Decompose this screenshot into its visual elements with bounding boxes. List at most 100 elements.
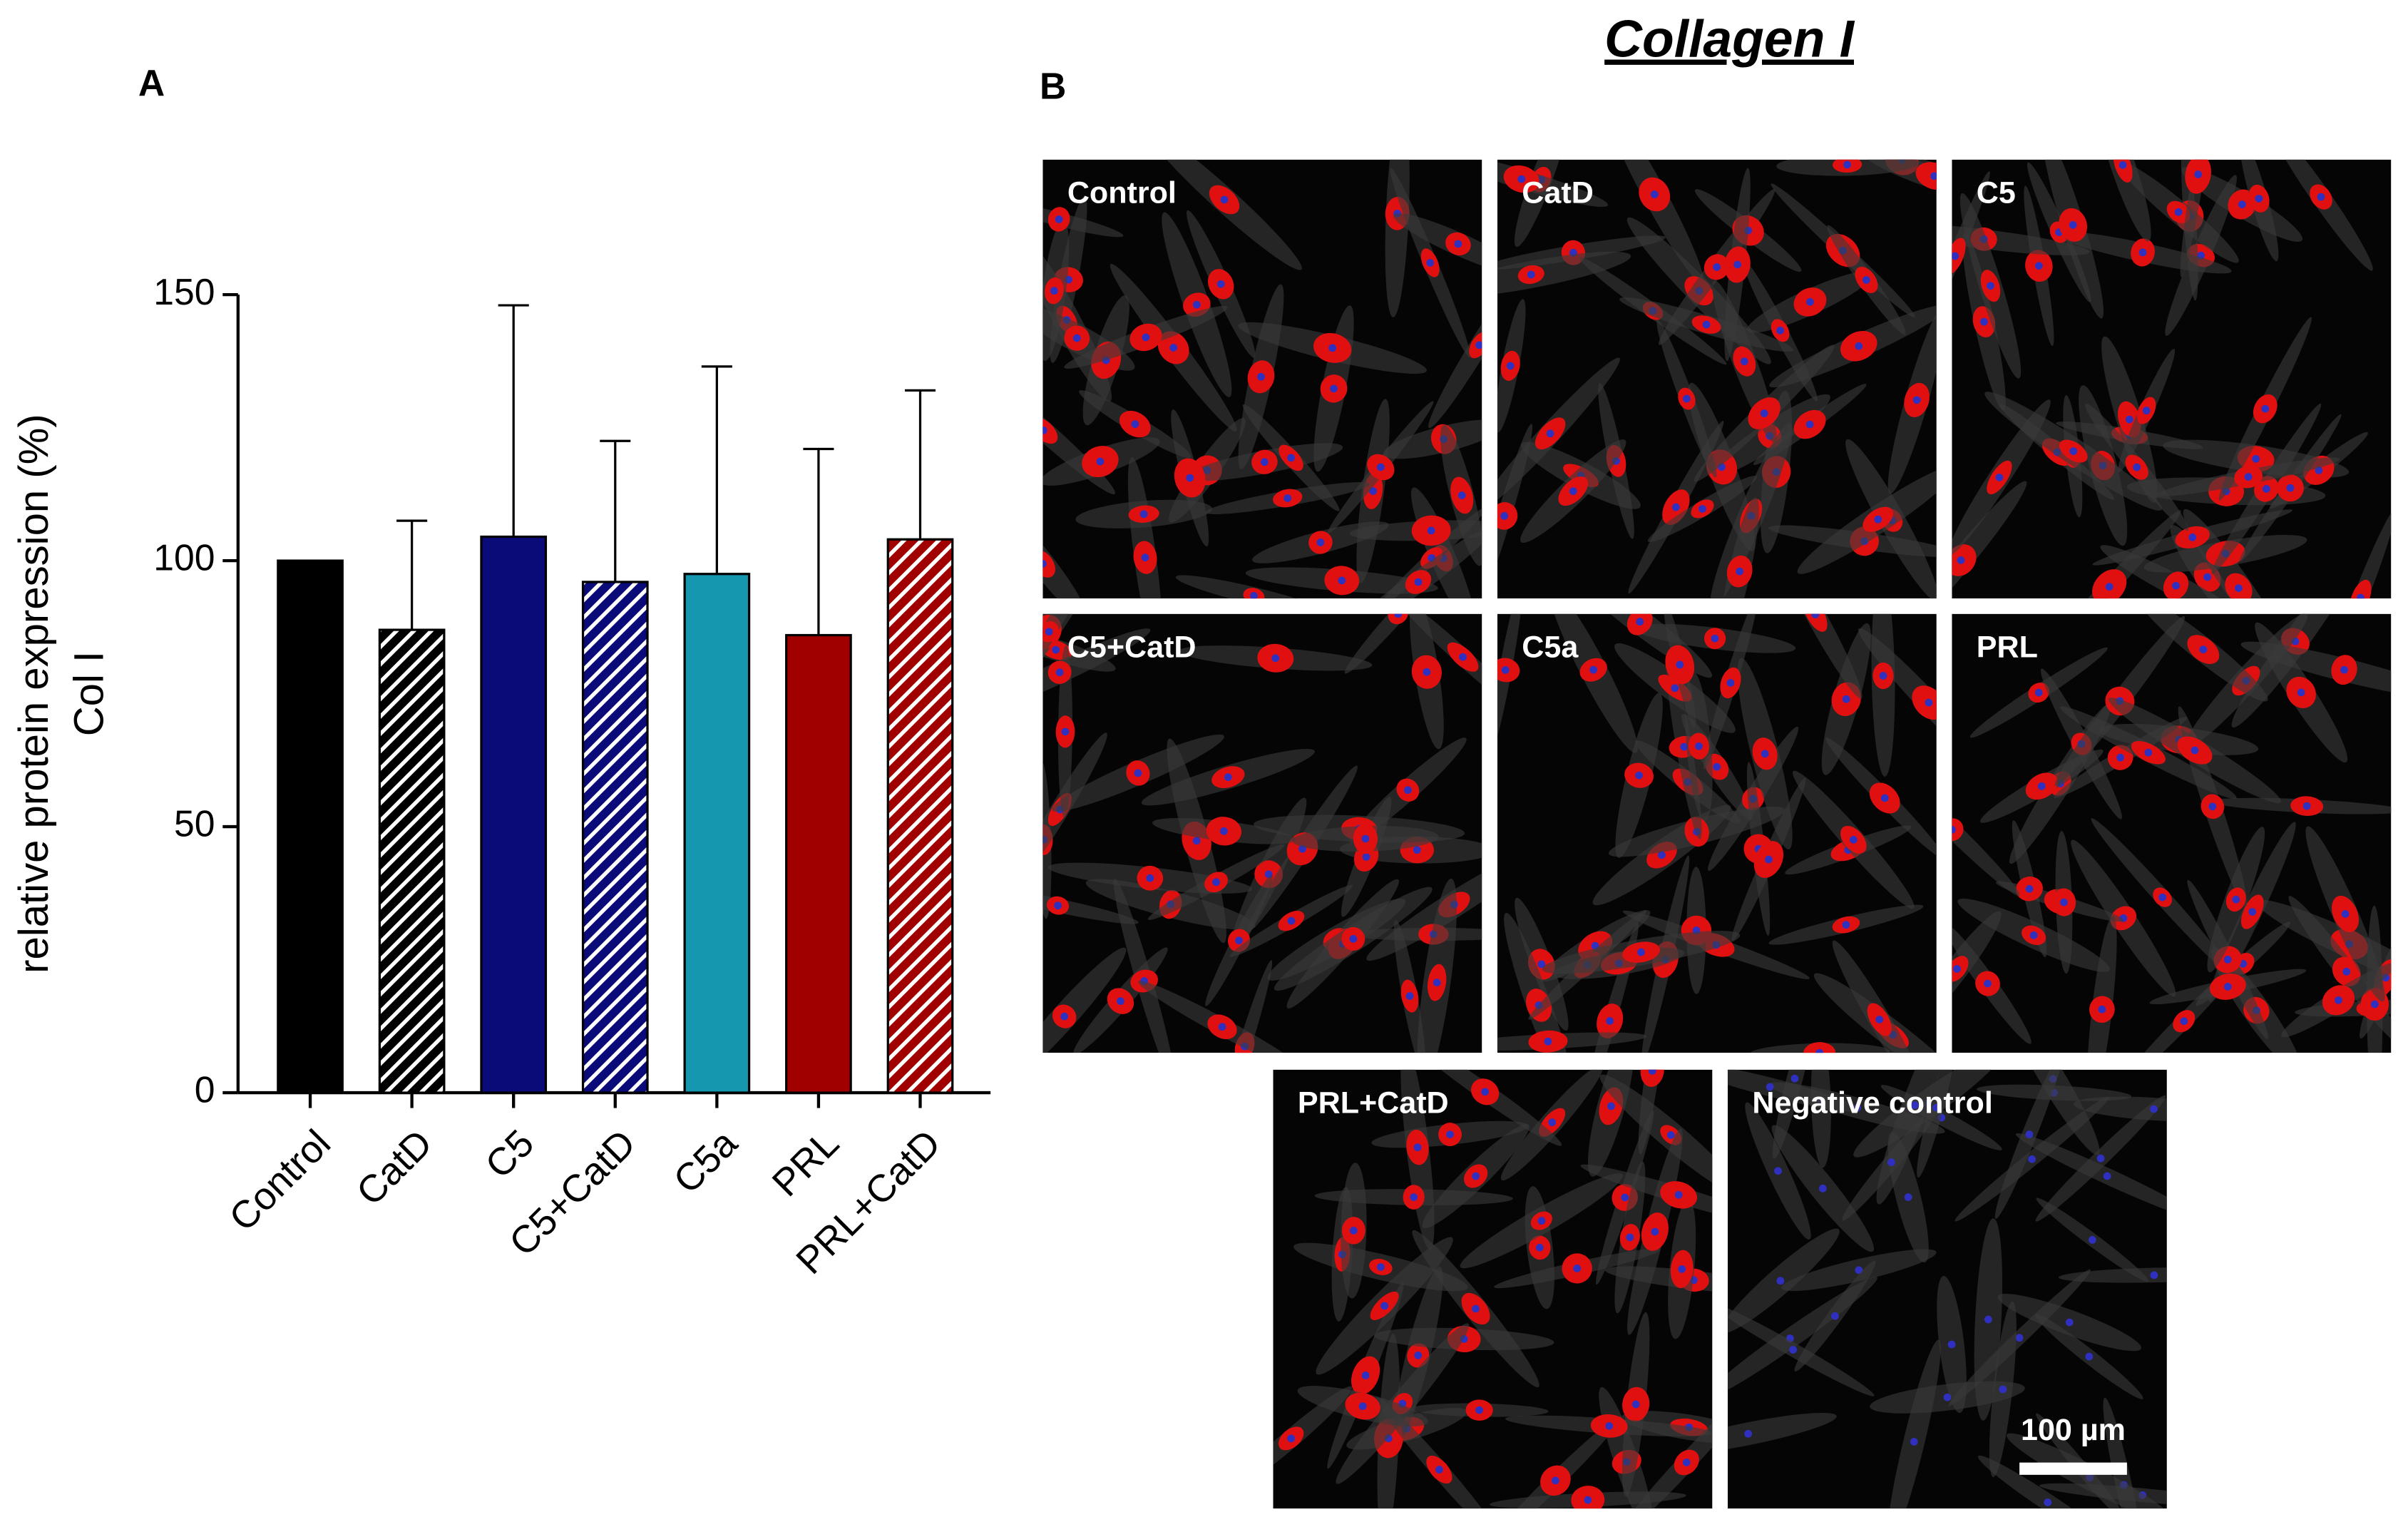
nucleus bbox=[1984, 1315, 1992, 1324]
nucleus bbox=[1472, 1172, 1480, 1180]
nucleus bbox=[1726, 679, 1735, 687]
nucleus bbox=[1713, 762, 1721, 771]
nucleus bbox=[1605, 1421, 1614, 1430]
nucleus bbox=[1776, 326, 1784, 334]
y-tick-label: 0 bbox=[195, 1069, 215, 1110]
nucleus bbox=[1457, 491, 1466, 499]
nucleus bbox=[1527, 270, 1535, 279]
nucleus bbox=[1626, 1233, 1634, 1242]
nucleus bbox=[1427, 526, 1435, 535]
nucleus bbox=[1980, 317, 1988, 326]
nucleus bbox=[2199, 645, 2208, 653]
nucleus bbox=[1287, 1434, 1296, 1443]
nucleus bbox=[1683, 394, 1691, 403]
nucleus bbox=[2174, 208, 2183, 216]
micrograph bbox=[1042, 613, 1482, 1053]
nucleus bbox=[1096, 457, 1105, 466]
nucleus bbox=[1678, 1265, 1686, 1273]
nucleus bbox=[1349, 1227, 1358, 1235]
nucleus bbox=[1589, 665, 1598, 674]
micrograph bbox=[1273, 1069, 1713, 1509]
nucleus bbox=[1146, 874, 1154, 882]
nucleus bbox=[1744, 1429, 1753, 1438]
nucleus bbox=[1953, 965, 1961, 973]
nucleus bbox=[2138, 248, 2147, 257]
nucleus bbox=[1535, 1243, 1544, 1252]
nucleus bbox=[1414, 578, 1423, 586]
micrograph-label: C5 bbox=[1977, 176, 2016, 210]
bar bbox=[277, 559, 344, 1094]
nucleus bbox=[1855, 342, 1863, 350]
panel-label: B bbox=[1040, 65, 1066, 106]
nucleus bbox=[2357, 593, 2365, 599]
nucleus bbox=[1446, 1130, 1454, 1138]
nucleus bbox=[1224, 773, 1232, 782]
nucleus bbox=[2069, 447, 2078, 455]
nucleus bbox=[1736, 567, 1744, 576]
nucleus bbox=[2302, 802, 2311, 810]
nucleus bbox=[2252, 454, 2260, 463]
nucleus bbox=[1789, 1346, 1797, 1354]
nucleus bbox=[1831, 1312, 1839, 1320]
nucleus bbox=[1887, 1158, 1895, 1167]
nucleus bbox=[1607, 1102, 1615, 1110]
nucleus bbox=[1930, 172, 1937, 180]
nucleus bbox=[1131, 420, 1139, 429]
nucleus bbox=[1879, 672, 1887, 680]
x-tick-label: Control bbox=[221, 1122, 339, 1240]
nucleus bbox=[1220, 195, 1229, 204]
nucleus bbox=[1054, 902, 1062, 910]
nucleus bbox=[2060, 898, 2068, 907]
nucleus bbox=[1055, 668, 1064, 677]
nucleus bbox=[2172, 581, 2180, 590]
nucleus bbox=[1141, 553, 1149, 562]
error-bar bbox=[701, 365, 732, 574]
nucleus bbox=[1475, 341, 1482, 349]
nucleus bbox=[1842, 921, 1850, 929]
error-bar bbox=[600, 439, 631, 582]
nucleus bbox=[1957, 556, 1965, 564]
nucleus bbox=[2317, 193, 2325, 201]
micrograph-label: PRL+CatD bbox=[1298, 1086, 1449, 1120]
bar bbox=[378, 628, 446, 1094]
nucleus bbox=[1760, 409, 1768, 417]
nucleus bbox=[1676, 660, 1684, 669]
nucleus bbox=[1695, 742, 1703, 750]
x-tick-label: C5 bbox=[477, 1122, 542, 1187]
nucleus bbox=[1584, 1496, 1592, 1504]
nucleus bbox=[2085, 1352, 2094, 1361]
nucleus bbox=[1426, 259, 1435, 267]
nucleus bbox=[1984, 979, 1992, 988]
nucleus bbox=[1261, 458, 1269, 466]
nucleus bbox=[1413, 846, 1421, 854]
nucleus bbox=[1761, 750, 1769, 758]
nucleus bbox=[1139, 510, 1148, 519]
nucleus bbox=[1052, 645, 1060, 654]
bar bbox=[480, 535, 548, 1094]
nucleus bbox=[1569, 487, 1577, 495]
nucleus bbox=[2223, 956, 2232, 964]
nucleus bbox=[2223, 983, 2232, 991]
nucleus bbox=[1481, 1088, 1489, 1096]
nucleus bbox=[1380, 1302, 1388, 1310]
nucleus bbox=[1910, 1438, 1918, 1446]
nucleus bbox=[2034, 262, 2043, 270]
micrograph-label: C5+CatD bbox=[1067, 630, 1197, 665]
nucleus bbox=[1042, 427, 1047, 434]
scale-bar bbox=[2019, 1462, 2127, 1475]
nucleus bbox=[1362, 853, 1370, 861]
nucleus bbox=[1361, 834, 1370, 843]
nucleus bbox=[1220, 827, 1228, 835]
nucleus bbox=[1952, 252, 1959, 260]
nucleus bbox=[2144, 748, 2153, 757]
nucleus bbox=[1328, 344, 1337, 352]
nucleus bbox=[1874, 515, 1882, 524]
nucleus bbox=[1849, 835, 1858, 844]
nucleus bbox=[1475, 1406, 1483, 1414]
nucleus bbox=[1637, 948, 1645, 956]
nucleus bbox=[1811, 613, 1820, 618]
nucleus bbox=[1912, 396, 1921, 404]
nucleus bbox=[2340, 665, 2348, 674]
nucleus bbox=[1338, 576, 1346, 585]
nucleus bbox=[1472, 1304, 1480, 1313]
